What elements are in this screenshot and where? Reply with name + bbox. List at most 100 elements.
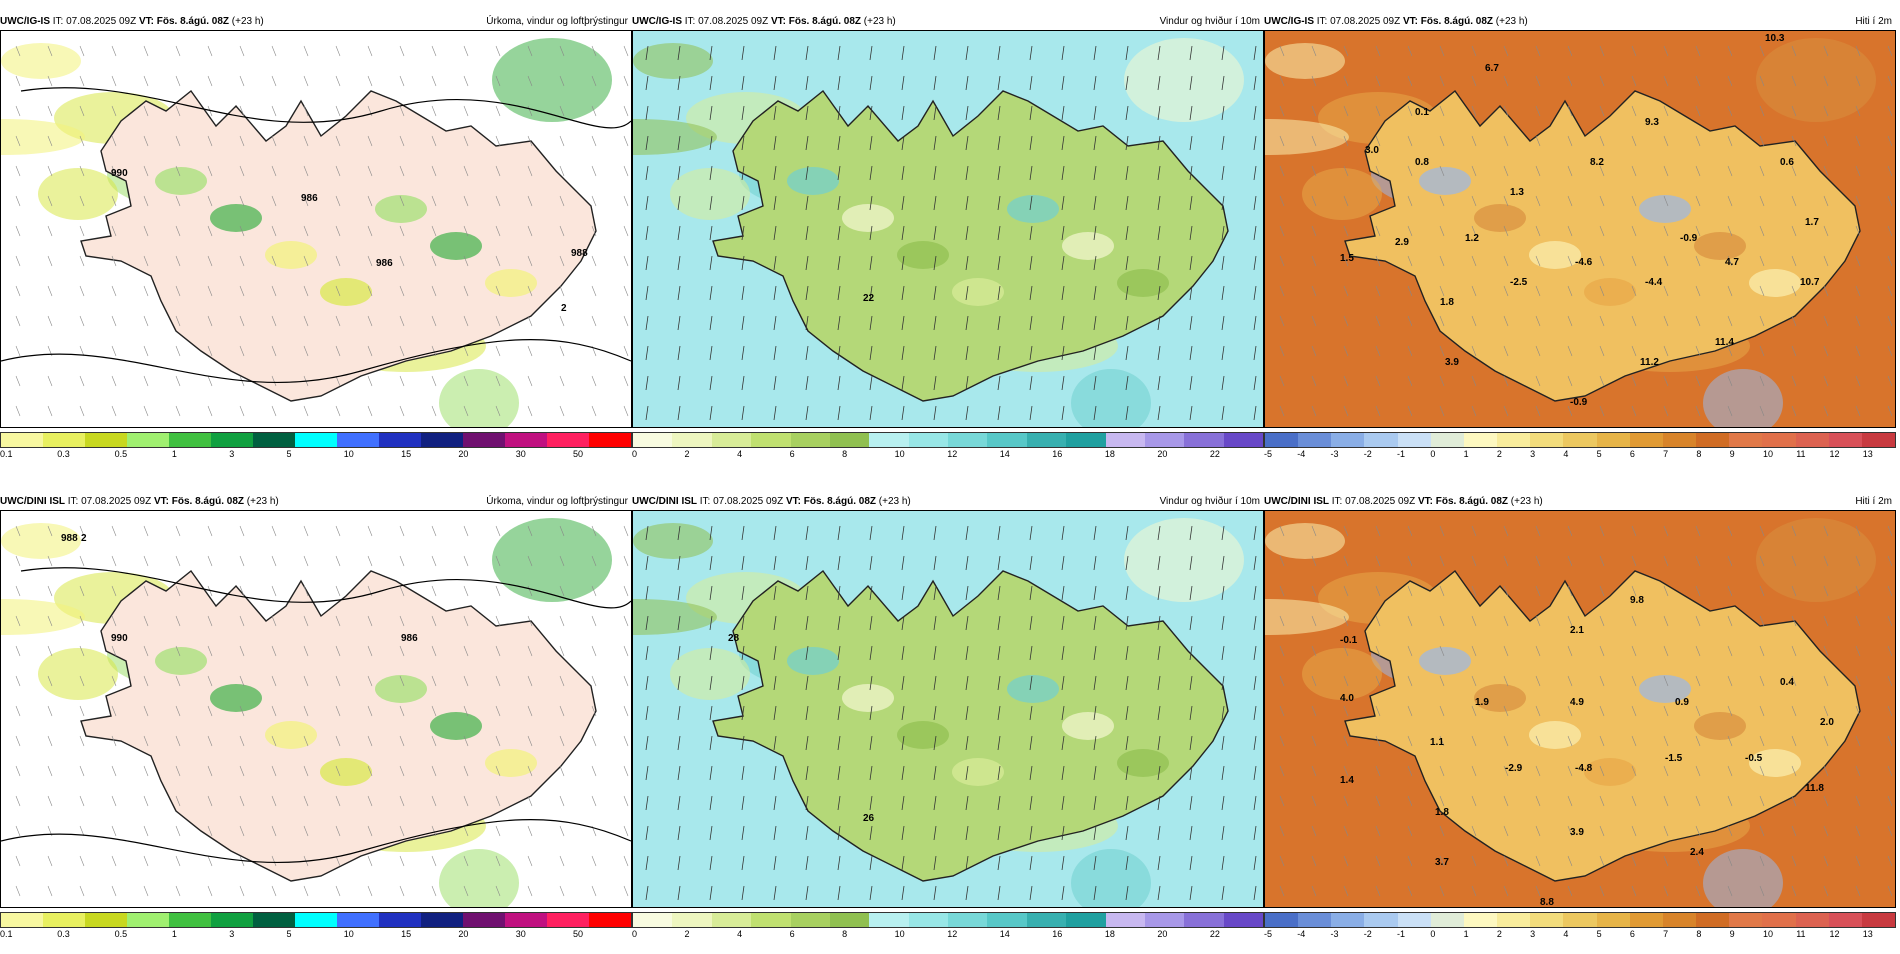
wind-barb [933,405,937,421]
wind-barb [559,855,565,867]
color-swatch [633,913,673,927]
wind-barb [1567,555,1573,567]
wind-barb [399,885,405,897]
iceland-landmass [712,569,1229,882]
field-shading [633,43,713,79]
map-value-label: -2.5 [1510,277,1528,288]
color-bar-tick: 6 [789,449,795,459]
wind-barb [1221,375,1225,391]
wind-barb [111,855,117,867]
wind-barb [901,885,905,901]
color-bar-tick: -3 [1330,929,1339,939]
wind-barb [1663,165,1669,177]
wind-barb [367,675,373,687]
wind-barb [367,405,373,417]
wind-barb [1343,345,1349,357]
init-time: IT: 07.08.2025 09Z [684,16,769,27]
wind-barb [901,765,905,781]
wind-barb [431,285,437,297]
wind-barb [997,645,1001,661]
wind-barb [1567,105,1573,117]
wind-barb [1503,375,1509,387]
color-swatch [1795,913,1829,927]
wind-barb [239,75,245,87]
wind-barb [495,525,501,537]
wind-barb [1663,195,1669,207]
color-bar-tick: 16 [1052,449,1063,459]
wind-barb [239,345,245,357]
color-swatch [421,433,463,447]
wind-barb [47,405,53,417]
wind-barb [1029,285,1033,301]
wind-barb [677,375,681,391]
wind-barb [901,585,905,601]
wind-barb [741,705,745,721]
wind-barb [79,195,85,207]
wind-barb [527,675,533,687]
wind-barb [1631,105,1637,117]
wind-barb [1157,315,1161,331]
wind-barb [1221,645,1225,661]
color-swatch [790,433,830,447]
wind-barb [805,375,809,391]
wind-barb [1599,645,1605,657]
wind-barb [1311,255,1317,267]
field-shading [1756,38,1876,122]
color-bar-tick: 10 [894,449,905,459]
wind-barb [1855,195,1861,207]
wind-barb [1599,345,1605,357]
wind-barb [1061,75,1065,91]
color-bar-tick: 10 [894,929,905,939]
wind-barb [527,135,533,147]
wind-barb [271,345,277,357]
map-value-label: -4.4 [1645,277,1663,288]
wind-barb [79,405,85,417]
wind-barb [1695,105,1701,117]
field-shading [633,523,713,559]
color-swatch [1223,433,1263,447]
wind-barb [837,105,841,121]
wind-barb [645,75,649,91]
wind-barb [1567,675,1573,687]
wind-barb [645,675,649,691]
wind-barb [239,135,245,147]
wind-barb [869,615,873,631]
wind-barb [1221,45,1225,61]
wind-barb [1727,675,1733,687]
wind-barb [1535,165,1541,177]
wind-barb [1887,525,1893,537]
wind-barb [591,705,597,717]
wind-barb [207,165,213,177]
field-shading [952,278,1004,306]
wind-barb [773,615,777,631]
color-bar-tick: -2 [1363,929,1372,939]
wind-barb [1759,705,1765,717]
wind-barb [1791,225,1797,237]
wind-barb [1279,375,1285,387]
color-bar-tick: 4 [737,929,743,939]
wind-barb [645,225,649,241]
color-swatch [1397,913,1431,927]
wind-barb [175,45,181,57]
wind-barb [1221,255,1225,271]
wind-barb [1855,855,1861,867]
wind-barb [1311,645,1317,657]
wind-barb [837,375,841,391]
wind-barb [1663,375,1669,387]
wind-barb [805,705,809,721]
wind-barb [1221,795,1225,811]
wind-barb [463,45,469,57]
wind-barb [997,795,1001,811]
wind-barb [367,45,373,57]
wind-barb [1727,165,1733,177]
wind-barb [1631,285,1637,297]
wind-barb [1855,285,1861,297]
wind-barb [591,75,597,87]
wind-barb [527,885,533,897]
wind-barb [1759,825,1765,837]
wind-barb [463,345,469,357]
wind-barb [175,615,181,627]
wind-barb [335,615,341,627]
field-shading [1124,38,1244,122]
wind-barb [1695,165,1701,177]
